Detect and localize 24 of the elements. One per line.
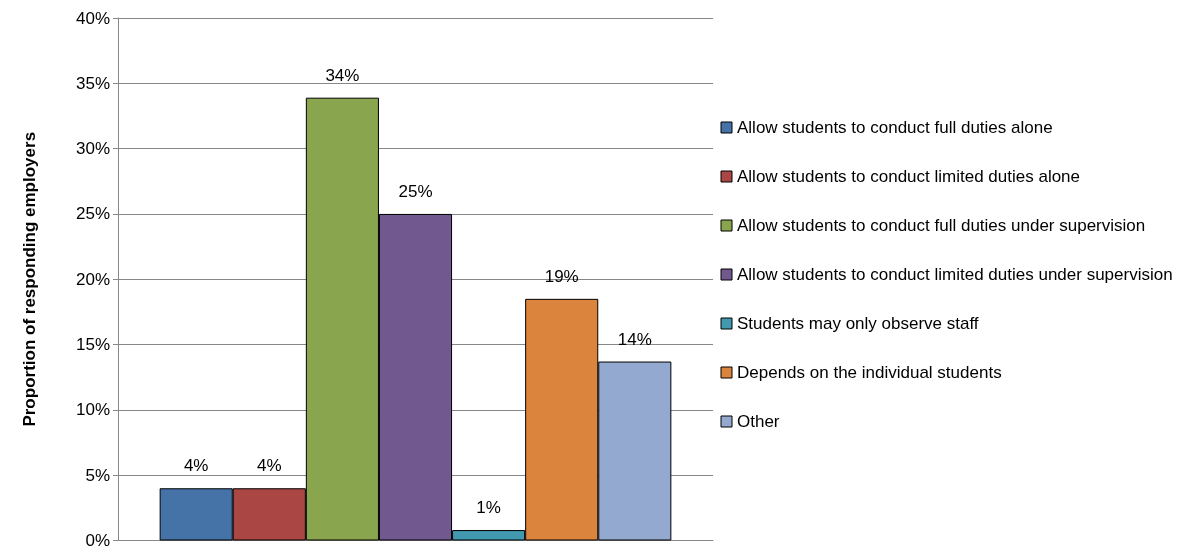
- y-axis-title: Proportion of responding employers: [20, 131, 39, 427]
- y-tick-label: 0%: [85, 531, 110, 549]
- data-label: 25%: [398, 181, 433, 201]
- y-tick-label: 20%: [75, 269, 110, 289]
- y-tick-label: 15%: [75, 335, 110, 355]
- y-tick-label: 25%: [75, 204, 110, 224]
- y-tick-label: 30%: [75, 139, 110, 159]
- data-label: 4%: [257, 456, 282, 476]
- y-tick-label: 10%: [75, 400, 110, 420]
- legend-label: Allow students to conduct limited duties under supervision: [737, 265, 1173, 284]
- legend-label: Students may only observe staff: [737, 314, 979, 333]
- data-label: 34%: [325, 65, 360, 85]
- data-label: 4%: [183, 456, 209, 476]
- legend-label: Allow students to conduct full duties alone: [737, 118, 1053, 137]
- legend-label: Depends on the individual students: [737, 363, 1002, 382]
- y-tick-label: 40%: [75, 8, 110, 28]
- legend-label: Allow students to conduct full duties under supervision: [737, 216, 1146, 235]
- legend-label: Allow students to conduct limited duties alone: [737, 167, 1081, 186]
- y-tick-label: 35%: [75, 73, 110, 93]
- legend-label: Other: [737, 412, 780, 431]
- data-label: 14%: [617, 329, 652, 349]
- data-label: 19%: [544, 266, 579, 286]
- data-label: 1%: [476, 498, 501, 518]
- y-tick-label: 5%: [85, 465, 110, 485]
